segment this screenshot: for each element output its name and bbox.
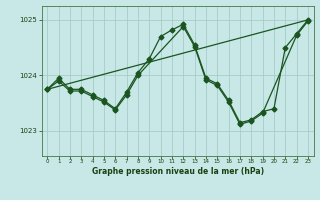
X-axis label: Graphe pression niveau de la mer (hPa): Graphe pression niveau de la mer (hPa): [92, 167, 264, 176]
